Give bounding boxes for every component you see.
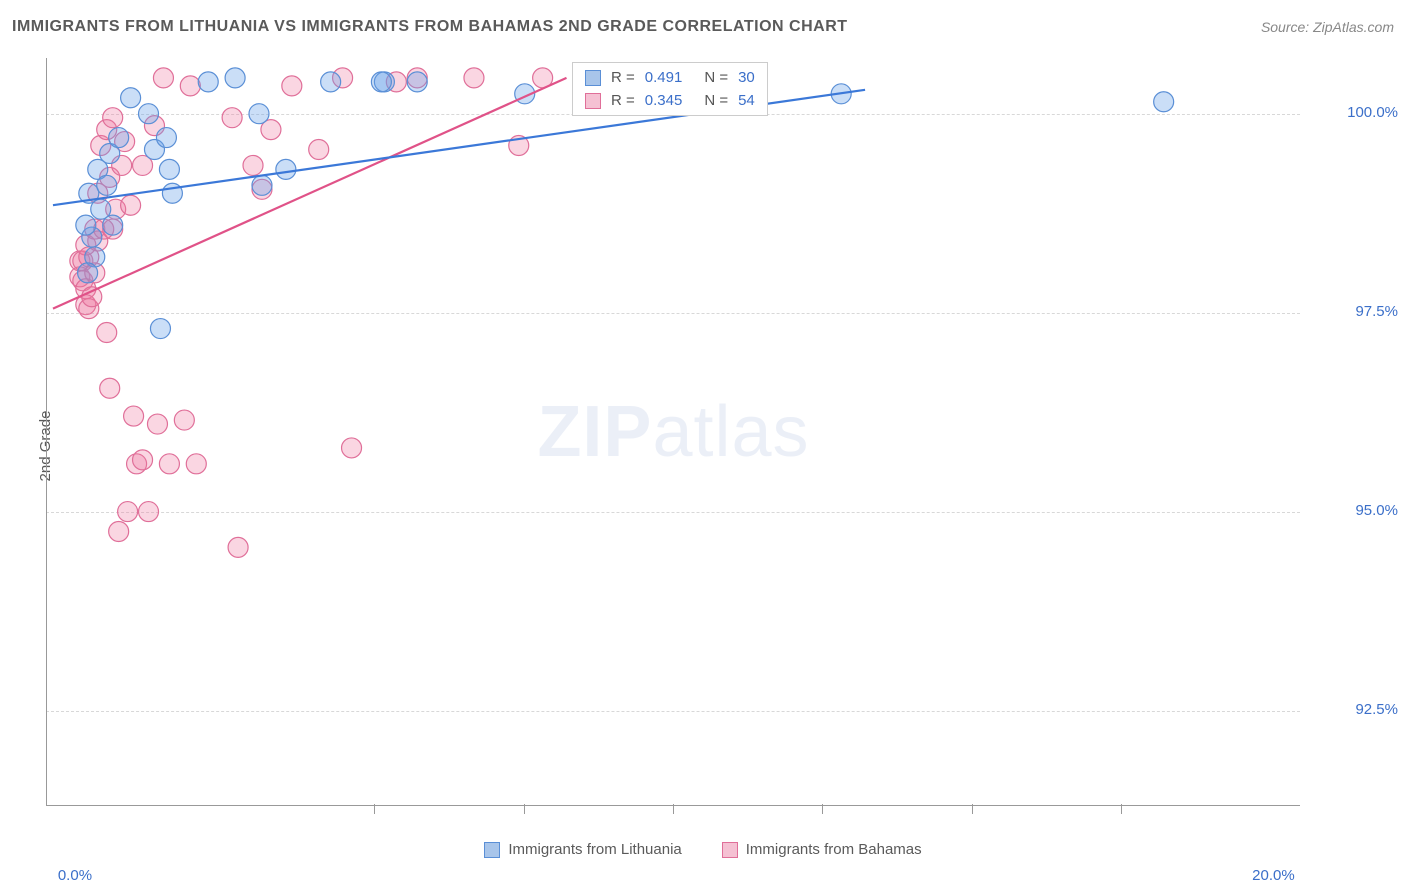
- data-point: [342, 438, 362, 458]
- data-point: [282, 76, 302, 96]
- data-point: [159, 454, 179, 474]
- data-point: [118, 502, 138, 522]
- x-minor-tick: [972, 804, 973, 814]
- data-point: [97, 175, 117, 195]
- y-tick-label: 97.5%: [1355, 303, 1398, 320]
- scatter-plot-svg: [47, 58, 1300, 805]
- r-value-a: 0.491: [645, 69, 683, 86]
- data-point: [186, 454, 206, 474]
- data-point: [100, 378, 120, 398]
- data-point: [147, 414, 167, 434]
- x-minor-tick: [822, 804, 823, 814]
- data-point: [97, 323, 117, 343]
- data-point: [228, 537, 248, 557]
- correlation-legend-row-b: R = 0.345 N = 54: [585, 92, 755, 109]
- x-minor-tick: [1121, 804, 1122, 814]
- data-point: [124, 406, 144, 426]
- data-point: [371, 72, 391, 92]
- data-point: [133, 450, 153, 470]
- chart-container: IMMIGRANTS FROM LITHUANIA VS IMMIGRANTS …: [0, 0, 1406, 892]
- data-point: [76, 215, 96, 235]
- r-value-b: 0.345: [645, 92, 683, 109]
- r-label-a: R =: [611, 69, 635, 86]
- n-label-a: N =: [704, 69, 728, 86]
- data-point: [222, 108, 242, 128]
- swatch-lithuania: [585, 70, 601, 86]
- data-point: [121, 195, 141, 215]
- x-tick-label: 0.0%: [58, 867, 92, 884]
- data-point: [225, 68, 245, 88]
- data-point: [159, 159, 179, 179]
- chart-source: Source: ZipAtlas.com: [1261, 19, 1394, 35]
- correlation-legend: R = 0.491 N = 30 R = 0.345 N = 54: [572, 62, 768, 116]
- n-label-b: N =: [704, 92, 728, 109]
- y-tick-label: 92.5%: [1355, 701, 1398, 718]
- data-point: [276, 159, 296, 179]
- x-minor-tick: [524, 804, 525, 814]
- data-point: [407, 72, 427, 92]
- y-tick-label: 95.0%: [1355, 502, 1398, 519]
- swatch-lithuania-icon: [484, 842, 500, 858]
- data-point: [464, 68, 484, 88]
- data-point: [103, 215, 123, 235]
- series-b-name: Immigrants from Bahamas: [746, 841, 922, 858]
- x-tick-label: 20.0%: [1252, 867, 1295, 884]
- data-point: [156, 128, 176, 148]
- series-a-name: Immigrants from Lithuania: [508, 841, 681, 858]
- x-minor-tick: [673, 804, 674, 814]
- data-point: [139, 104, 159, 124]
- plot-area: ZIPatlas: [46, 58, 1300, 806]
- n-value-a: 30: [738, 69, 755, 86]
- series-legend: Immigrants from Lithuania Immigrants fro…: [0, 841, 1406, 858]
- series-legend-item-lithuania: Immigrants from Lithuania: [484, 841, 681, 858]
- data-point: [252, 175, 272, 195]
- y-tick-label: 100.0%: [1347, 104, 1398, 121]
- correlation-legend-row-a: R = 0.491 N = 30: [585, 69, 755, 86]
- data-point: [78, 263, 98, 283]
- data-point: [198, 72, 218, 92]
- data-point: [1154, 92, 1174, 112]
- data-point: [180, 76, 200, 96]
- data-point: [153, 68, 173, 88]
- data-point: [109, 521, 129, 541]
- r-label-b: R =: [611, 92, 635, 109]
- title-bar: IMMIGRANTS FROM LITHUANIA VS IMMIGRANTS …: [12, 18, 1394, 36]
- series-legend-item-bahamas: Immigrants from Bahamas: [722, 841, 922, 858]
- data-point: [150, 319, 170, 339]
- x-minor-tick: [374, 804, 375, 814]
- data-point: [82, 287, 102, 307]
- data-point: [243, 155, 263, 175]
- data-point: [121, 88, 141, 108]
- swatch-bahamas-icon: [722, 842, 738, 858]
- data-point: [174, 410, 194, 430]
- n-value-b: 54: [738, 92, 755, 109]
- data-point: [321, 72, 341, 92]
- data-point: [103, 108, 123, 128]
- data-point: [249, 104, 269, 124]
- data-point: [109, 128, 129, 148]
- data-point: [139, 502, 159, 522]
- swatch-bahamas: [585, 93, 601, 109]
- chart-title: IMMIGRANTS FROM LITHUANIA VS IMMIGRANTS …: [12, 18, 848, 36]
- data-point: [309, 140, 329, 160]
